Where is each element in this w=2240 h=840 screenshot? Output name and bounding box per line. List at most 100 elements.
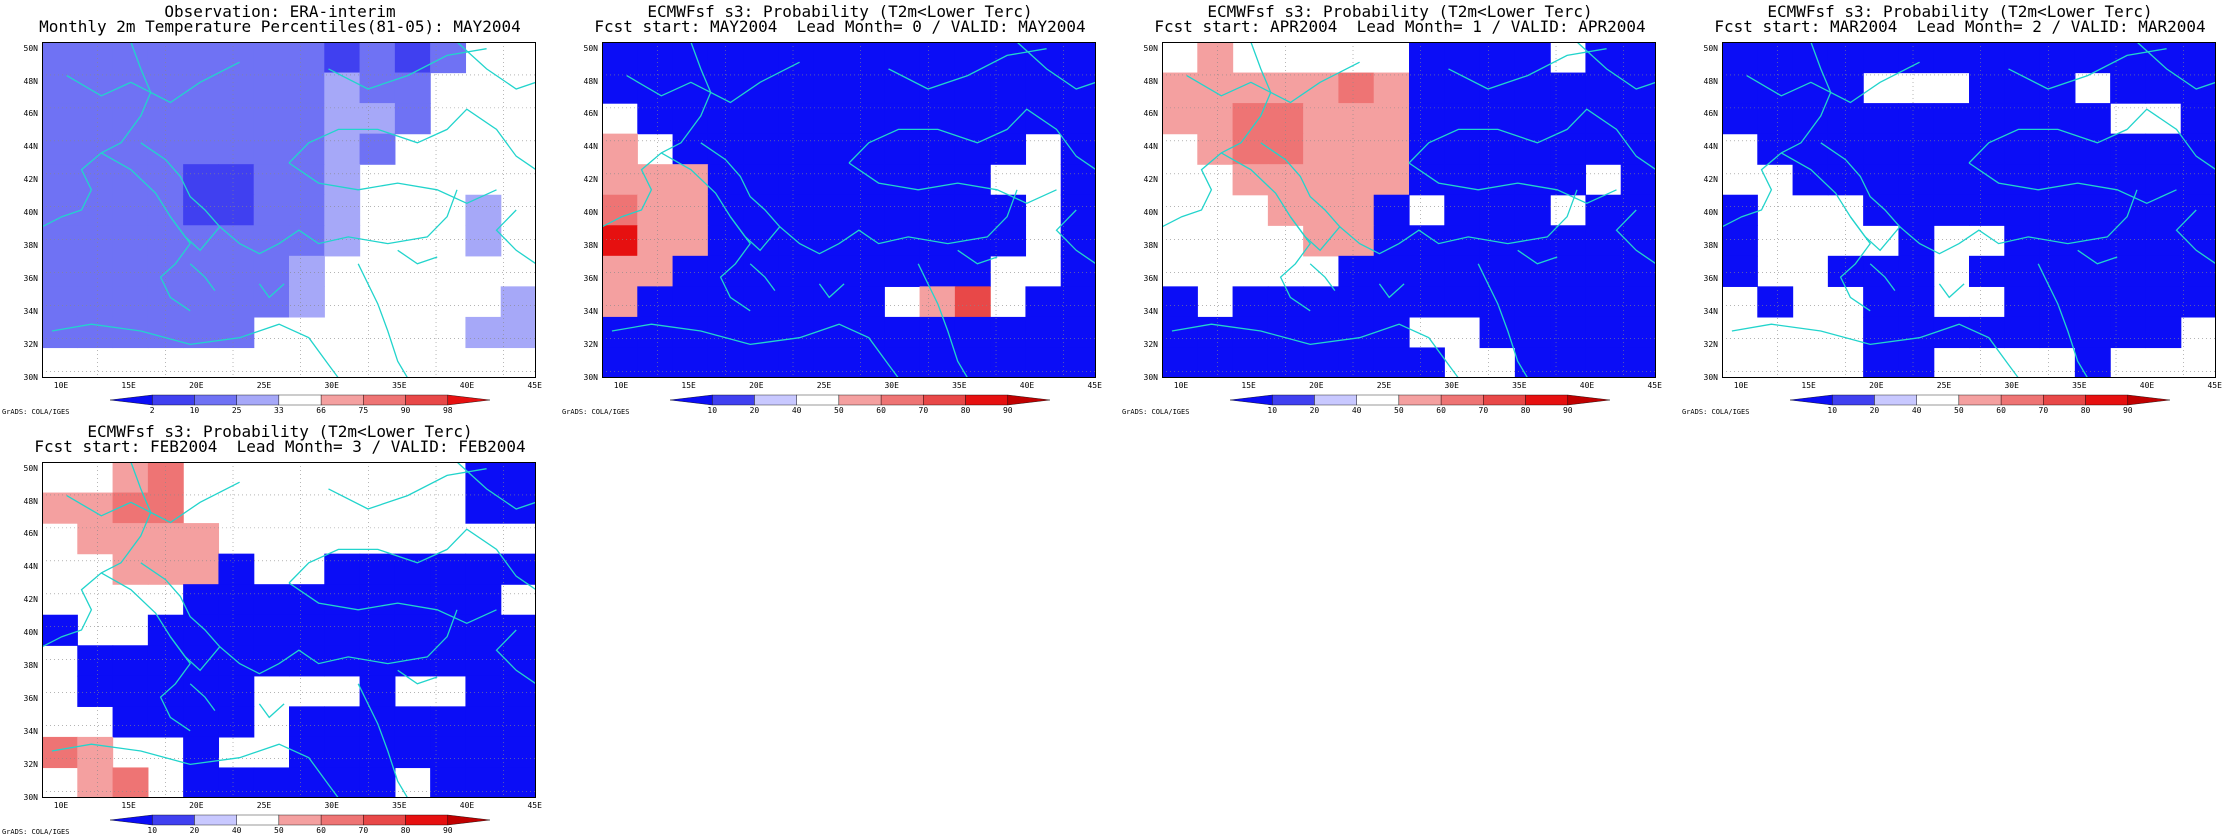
grid-cell <box>1338 194 1375 226</box>
lat-tick-label: 32N <box>23 340 38 350</box>
grid-cell <box>2180 164 2216 196</box>
grid-cell <box>77 286 114 318</box>
grid-cell <box>2180 286 2216 318</box>
grid-cell <box>1444 164 1481 196</box>
grid-cell <box>218 286 255 318</box>
lat-tick-label: 34N <box>23 727 38 737</box>
grid-cell <box>2074 316 2111 349</box>
grid-cell <box>954 347 991 378</box>
grid-cell <box>2004 42 2041 74</box>
grid-cell <box>954 133 991 165</box>
grid-cell <box>289 42 325 74</box>
grads-credit: GrADS: COLA/IGES <box>2 408 70 416</box>
lon-tick-label: 40E <box>1579 381 1595 390</box>
panel-subtitle: Monthly 2m Temperature Percentiles(81-05… <box>39 17 521 36</box>
colorbar-label: 25 <box>231 406 242 415</box>
grid-cell <box>1585 72 1622 104</box>
lon-tick-label: 30E <box>884 381 899 390</box>
grid-cell <box>1232 133 1269 165</box>
colorbar-segment <box>1874 394 1917 406</box>
grid-cell <box>77 225 114 257</box>
coastline <box>397 669 438 685</box>
grid-cell <box>2004 286 2041 318</box>
lon-tick-label: 20E <box>1309 381 1324 390</box>
colorbar-label: 20 <box>1869 406 1880 415</box>
colorbar-segment <box>1958 394 2002 406</box>
grid-cell <box>1969 103 2005 135</box>
lat-tick-label: 48N <box>23 76 38 86</box>
grid-cell <box>2180 133 2216 165</box>
grid-cell <box>1373 316 1410 349</box>
lat-tick-label: 30N <box>23 373 38 382</box>
grid-cell <box>1620 103 1656 135</box>
lat-tick-label: 38N <box>583 241 598 251</box>
grid-cell <box>42 133 78 165</box>
colorbar-label: 50 <box>834 406 844 415</box>
grid-cell <box>954 194 991 226</box>
grid-cell <box>813 255 850 287</box>
grid-cell <box>1025 72 1062 104</box>
grid-cell <box>1550 103 1587 135</box>
colorbar-segment <box>923 394 966 406</box>
grid-cell <box>183 164 220 196</box>
grid-cell <box>77 767 114 798</box>
grid-cell <box>112 42 149 74</box>
lat-tick-label: 40N <box>23 628 38 638</box>
grid-cell <box>1479 133 1516 165</box>
grid-cell <box>147 72 184 104</box>
grid-cell <box>253 584 290 616</box>
grid-cell <box>1898 103 1935 135</box>
lat-tick-label: 36N <box>1143 274 1158 284</box>
grid-cell <box>147 225 184 257</box>
grid-cell <box>1514 133 1551 165</box>
grid-cell <box>112 133 149 165</box>
coastline <box>1016 42 1096 90</box>
grid-cell <box>1585 255 1622 287</box>
colorbar-segment <box>236 394 280 406</box>
grid-cell <box>954 316 991 349</box>
grid-cell <box>2039 194 2076 226</box>
grid-cell <box>1969 255 2005 287</box>
lat-tick-label: 36N <box>583 274 598 284</box>
probability-map <box>1162 42 1656 378</box>
grid-cell <box>1969 164 2005 196</box>
grid-cell <box>1585 42 1622 74</box>
grid-cell <box>778 42 815 74</box>
grid-cell <box>707 225 744 257</box>
grid-cell <box>394 72 431 104</box>
grid-cell <box>990 347 1027 378</box>
grid-cell <box>2110 164 2147 196</box>
grid-cell <box>359 645 396 677</box>
grid-cell <box>77 164 114 196</box>
grid-cell <box>1863 42 1900 74</box>
grid-cell <box>1197 42 1234 74</box>
lon-tick-label: 40E <box>459 801 475 810</box>
coastline <box>2037 263 2089 378</box>
grid-cell <box>42 316 78 349</box>
coastline <box>1477 263 1529 378</box>
grid-cell <box>394 553 431 585</box>
grid-cell <box>1550 72 1587 104</box>
grid-cell <box>324 584 361 616</box>
grid-cell <box>253 42 290 74</box>
lon-tick-label: 25E <box>1376 381 1392 390</box>
grid-cell <box>778 164 815 196</box>
colorbar <box>669 394 1051 406</box>
colorbar-label: 60 <box>876 406 886 415</box>
grid-cell <box>218 103 255 135</box>
coastline <box>189 263 216 291</box>
lon-tick-label: 45E <box>1647 381 1662 390</box>
grid-cell <box>602 72 638 104</box>
coastline <box>456 42 536 90</box>
lon-tick-label: 25E <box>256 381 272 390</box>
grid-cell <box>1863 103 1900 135</box>
grid-cell <box>1025 286 1062 318</box>
lat-tick-label: 34N <box>583 307 598 317</box>
grid-cell <box>2004 133 2041 165</box>
grid-cell <box>884 255 921 287</box>
lon-tick-label: 30E <box>1444 381 1459 390</box>
colorbar-segment <box>669 394 713 406</box>
grid-cell <box>1479 194 1516 226</box>
coastline <box>1938 283 1965 299</box>
colorbar-segment <box>363 814 406 826</box>
